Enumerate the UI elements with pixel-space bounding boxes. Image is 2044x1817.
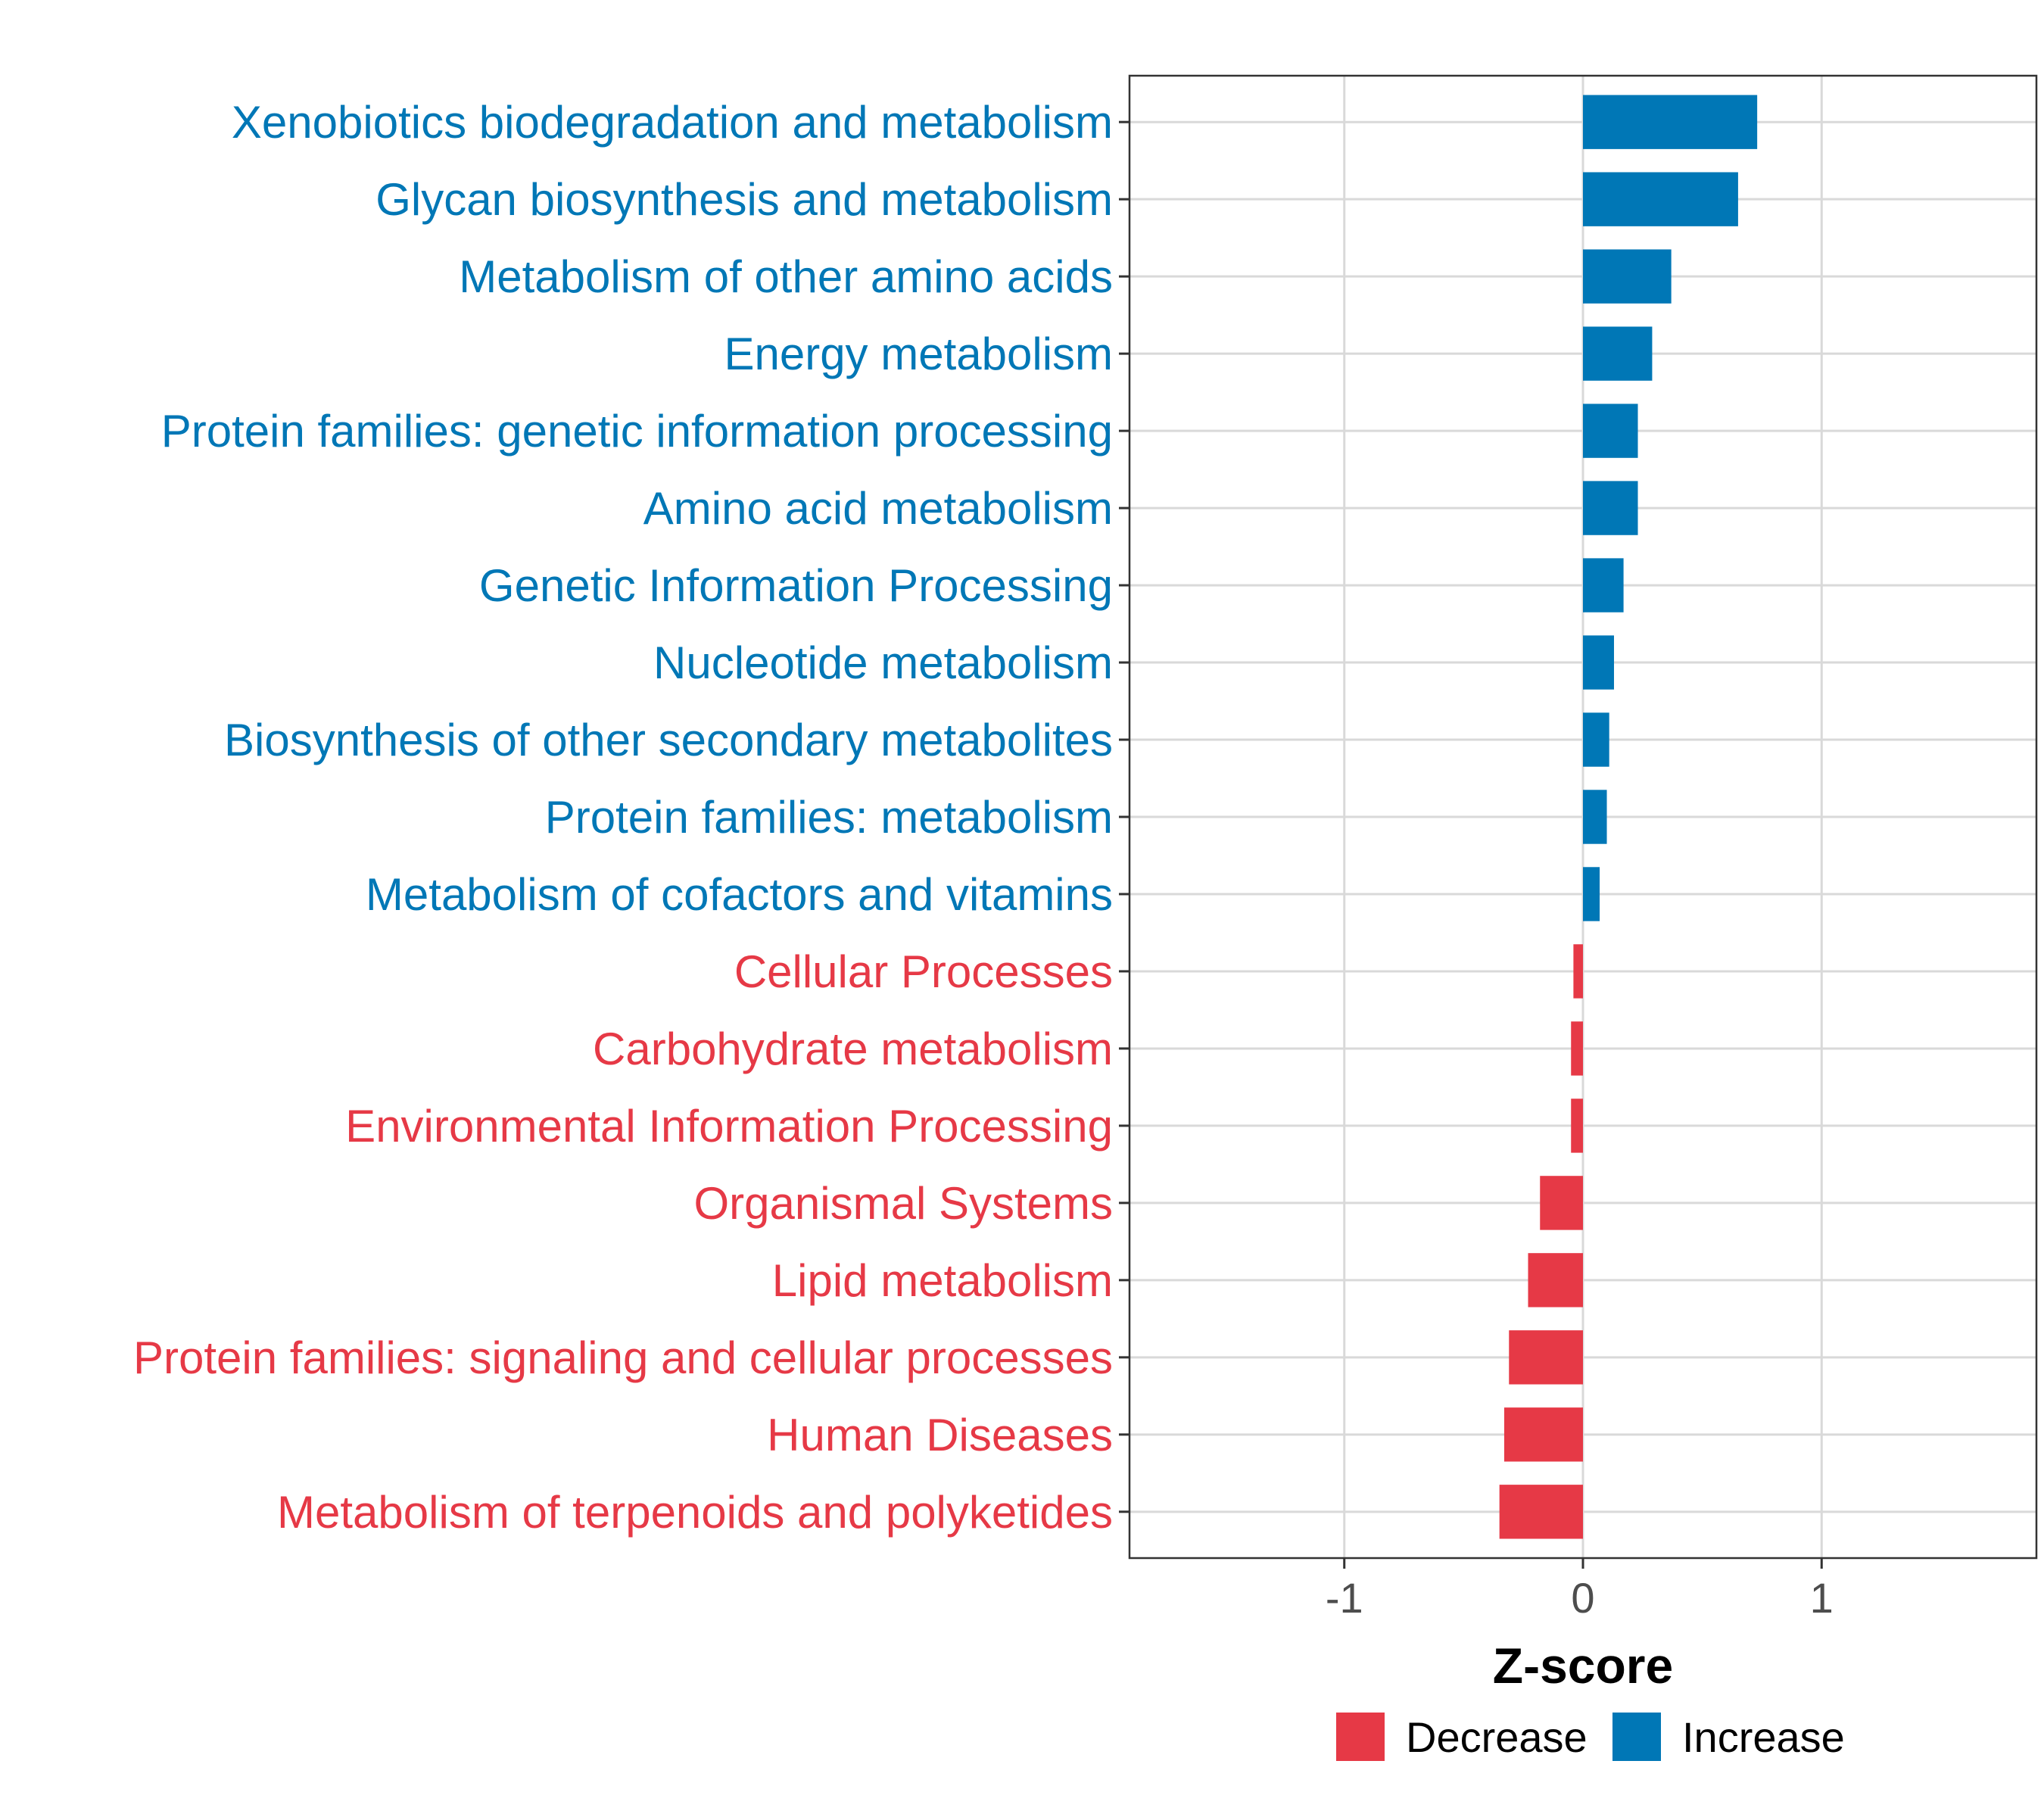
category-label-7: Genetic Information Processing (479, 560, 1113, 611)
bar-10 (1583, 790, 1607, 844)
x-tick-label-1: 0 (1571, 1574, 1594, 1622)
category-label-17: Protein families: signaling and cellular… (133, 1332, 1113, 1383)
bar-14 (1571, 1099, 1583, 1153)
legend-key-increase (1612, 1713, 1661, 1761)
bar-4 (1583, 326, 1653, 381)
category-label-15: Organismal Systems (694, 1178, 1113, 1229)
category-label-4: Energy metabolism (724, 329, 1113, 379)
bar-17 (1509, 1330, 1583, 1385)
category-label-11: Metabolism of cofactors and vitamins (366, 869, 1113, 920)
bar-18 (1503, 1407, 1583, 1462)
x-axis-tick-labels: -1 0 1 (1326, 1574, 1834, 1622)
category-label-9: Biosynthesis of other secondary metaboli… (224, 715, 1113, 765)
category-label-5: Protein families: genetic information pr… (161, 406, 1113, 457)
category-label-3: Metabolism of other amino acids (459, 251, 1113, 302)
bar-1 (1583, 95, 1758, 149)
bar-15 (1540, 1176, 1583, 1230)
x-tick-label-0: -1 (1326, 1574, 1363, 1622)
y-axis-ticks (1119, 120, 1129, 1513)
bar-19 (1499, 1485, 1583, 1539)
bar-3 (1583, 249, 1672, 304)
legend-label-increase: Increase (1682, 1713, 1845, 1761)
bar-2 (1583, 172, 1738, 226)
bar-16 (1528, 1253, 1583, 1307)
category-label-16: Lipid metabolism (772, 1255, 1113, 1306)
bar-8 (1583, 635, 1614, 690)
bar-11 (1583, 867, 1600, 921)
x-axis-ticks (1343, 1558, 1823, 1569)
legend-key-decrease (1336, 1713, 1385, 1761)
bar-5 (1583, 404, 1638, 458)
category-label-12: Cellular Processes (734, 946, 1113, 997)
bar-13 (1571, 1021, 1583, 1076)
category-label-13: Carbohydrate metabolism (593, 1024, 1113, 1074)
bar-7 (1583, 558, 1624, 612)
x-axis-title: Z-score (1493, 1638, 1673, 1694)
bar-9 (1583, 712, 1609, 767)
category-label-8: Nucleotide metabolism (653, 637, 1113, 688)
bars (1499, 95, 1758, 1539)
category-label-2: Glycan biosynthesis and metabolism (375, 174, 1113, 225)
category-label-1: Xenobiotics biodegradation and metabolis… (232, 97, 1113, 148)
x-tick-label-2: 1 (1810, 1574, 1834, 1622)
legend: Decrease Increase (1336, 1713, 1845, 1761)
category-label-19: Metabolism of terpenoids and polyketides (277, 1487, 1113, 1538)
y-axis-labels: Xenobiotics biodegradation and metabolis… (133, 97, 1113, 1538)
bar-6 (1583, 481, 1638, 535)
category-label-6: Amino acid metabolism (643, 483, 1113, 534)
legend-label-decrease: Decrease (1406, 1713, 1588, 1761)
bar-12 (1573, 944, 1583, 999)
category-label-10: Protein families: metabolism (545, 792, 1113, 843)
category-label-18: Human Diseases (767, 1410, 1113, 1460)
category-label-14: Environmental Information Processing (345, 1101, 1113, 1152)
